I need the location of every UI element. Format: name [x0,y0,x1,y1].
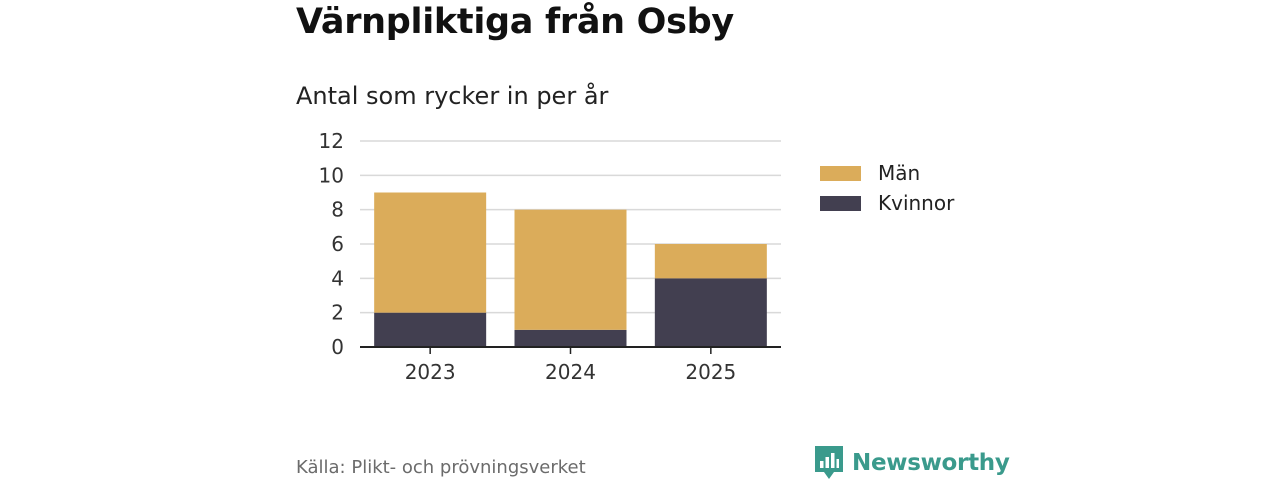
bar-män-2025 [654,244,767,279]
y-tick-label-6: 6 [331,232,344,256]
bar-kvinnor-2024 [514,329,627,347]
legend-item-men: Män [820,158,954,188]
legend-label-men: Män [878,161,921,185]
x-tick-label-2025: 2025 [685,360,736,384]
y-tick-label-12: 12 [319,129,344,153]
brand[interactable]: Newsworthy [815,446,1010,480]
y-tick-label-0: 0 [331,335,344,359]
legend-item-women: Kvinnor [820,188,954,218]
y-tick-label-4: 4 [331,266,344,290]
y-tick-label-8: 8 [331,198,344,222]
y-tick-label-2: 2 [331,301,344,325]
y-tick-label-10: 10 [319,163,344,187]
source-note: Källa: Plikt- och prövningsverket [296,457,586,478]
x-tick-label-2023: 2023 [405,360,456,384]
bar-kvinnor-2023 [374,312,487,347]
bar-kvinnor-2025 [654,278,767,347]
legend: Män Kvinnor [820,158,954,218]
x-tick-label-2024: 2024 [545,360,596,384]
legend-label-women: Kvinnor [878,191,955,215]
bar-män-2023 [374,192,487,313]
brand-name: Newsworthy [852,450,1010,476]
newsworthy-logo-icon [815,446,843,479]
chart-title: Värnpliktiga från Osby [296,2,734,42]
bars [374,192,767,347]
legend-swatch-men [820,165,861,181]
axes: 0 2 4 6 8 10 12 2023 2024 2025 [319,129,781,384]
legend-swatch-women [820,195,861,211]
bar-män-2024 [514,209,627,330]
chart-subtitle: Antal som rycker in per år [296,82,609,110]
